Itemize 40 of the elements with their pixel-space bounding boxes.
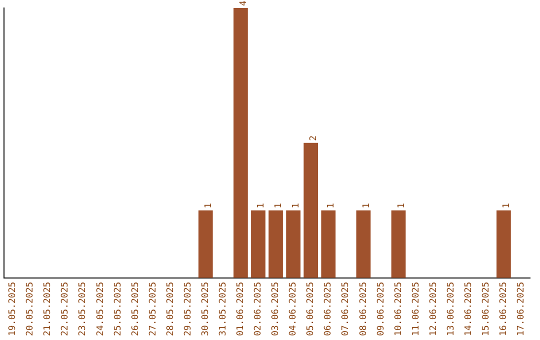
- data-label: 1: [326, 202, 337, 208]
- x-tick-label: 26.05.2025: [130, 282, 141, 336]
- x-tick-label: 05.06.2025: [306, 282, 316, 336]
- x-tick-label: 08.06.2025: [358, 282, 369, 336]
- x-tick-label: 13.06.2025: [446, 282, 456, 336]
- x-tick-label: 11.06.2025: [411, 282, 422, 336]
- x-tick-label: 15.06.2025: [482, 282, 492, 336]
- x-tick-label: 28.05.2025: [166, 282, 176, 336]
- x-tick-label: 17.06.2025: [516, 282, 527, 336]
- x-tick-label: 27.05.2025: [148, 282, 158, 336]
- x-tick-label: 21.05.2025: [43, 282, 54, 336]
- x-tick-label: 16.06.2025: [499, 282, 510, 336]
- x-tick-label: 22.05.2025: [60, 282, 71, 336]
- x-tick-label: 23.05.2025: [78, 282, 88, 336]
- x-tick-label: 24.05.2025: [96, 282, 106, 336]
- x-tick-label: 10.06.2025: [394, 282, 404, 336]
- x-tick-label: 20.05.2025: [26, 282, 36, 336]
- x-tick-label: 09.06.2025: [376, 282, 386, 336]
- x-tick-label: 06.06.2025: [324, 282, 334, 336]
- x-tick-label: 12.06.2025: [428, 282, 439, 336]
- x-tick-label: 04.06.2025: [288, 282, 299, 336]
- x-tick-label: 03.06.2025: [271, 282, 282, 336]
- x-tick-label: 31.05.2025: [218, 282, 229, 336]
- x-tick-label: 25.05.2025: [113, 282, 124, 336]
- data-label: 1: [274, 202, 284, 208]
- x-tick-label: 29.05.2025: [183, 282, 194, 336]
- x-tick-label: 14.06.2025: [464, 282, 474, 336]
- x-tick-label: 01.06.2025: [236, 282, 246, 336]
- x-tick-label: 19.05.2025: [8, 282, 18, 336]
- data-label: 1: [396, 202, 407, 208]
- x-tick-label: 02.06.2025: [254, 282, 264, 336]
- x-tick-label: 30.05.2025: [200, 282, 211, 336]
- x-tick-label: 07.06.2025: [341, 282, 352, 336]
- data-label: 1: [362, 202, 372, 208]
- data-label: 1: [204, 202, 214, 208]
- data-label: 4: [239, 0, 250, 6]
- data-label: 2: [309, 135, 320, 141]
- data-label: 1: [292, 202, 302, 208]
- data-label: 1: [502, 202, 512, 208]
- data-label: 1: [256, 202, 267, 208]
